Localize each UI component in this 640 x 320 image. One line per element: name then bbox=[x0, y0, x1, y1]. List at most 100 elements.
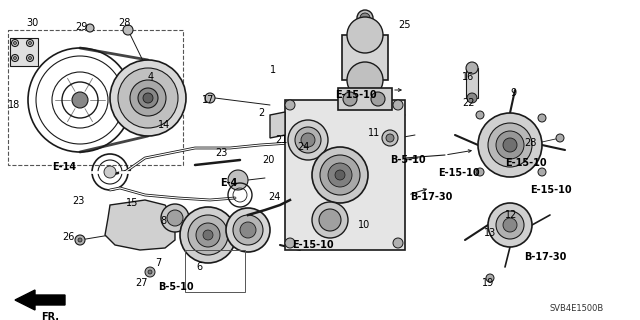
Text: E-15-10: E-15-10 bbox=[335, 90, 376, 100]
Bar bbox=[8, 30, 183, 165]
Circle shape bbox=[29, 57, 31, 60]
Text: 20: 20 bbox=[262, 155, 275, 165]
Circle shape bbox=[360, 13, 370, 23]
Polygon shape bbox=[270, 112, 285, 138]
Bar bbox=[466, 68, 478, 98]
Text: 28: 28 bbox=[118, 18, 131, 28]
Circle shape bbox=[203, 230, 213, 240]
Circle shape bbox=[285, 100, 295, 110]
Circle shape bbox=[393, 100, 403, 110]
Circle shape bbox=[335, 170, 345, 180]
Circle shape bbox=[110, 60, 186, 136]
Circle shape bbox=[328, 163, 352, 187]
Circle shape bbox=[478, 113, 542, 177]
Text: 4: 4 bbox=[148, 72, 154, 82]
Bar bbox=[10, 38, 38, 66]
Text: E-15-10: E-15-10 bbox=[292, 240, 333, 250]
Bar bbox=[338, 88, 392, 110]
Circle shape bbox=[72, 92, 88, 108]
Text: 13: 13 bbox=[484, 228, 496, 238]
Text: 22: 22 bbox=[462, 98, 474, 108]
Circle shape bbox=[148, 270, 152, 274]
Circle shape bbox=[145, 267, 155, 277]
Circle shape bbox=[12, 39, 19, 46]
Circle shape bbox=[196, 223, 220, 247]
Text: 19: 19 bbox=[482, 278, 494, 288]
Text: 11: 11 bbox=[368, 128, 380, 138]
Text: 12: 12 bbox=[505, 210, 517, 220]
Text: 28: 28 bbox=[524, 138, 536, 148]
Text: 6: 6 bbox=[196, 262, 202, 272]
Circle shape bbox=[538, 168, 546, 176]
Circle shape bbox=[104, 166, 116, 178]
Circle shape bbox=[496, 131, 524, 159]
Circle shape bbox=[556, 134, 564, 142]
Circle shape bbox=[312, 202, 348, 238]
Text: 18: 18 bbox=[8, 100, 20, 110]
Polygon shape bbox=[105, 200, 175, 250]
Text: B-5-10: B-5-10 bbox=[390, 155, 426, 165]
Text: 27: 27 bbox=[135, 278, 147, 288]
Circle shape bbox=[386, 134, 394, 142]
Circle shape bbox=[357, 10, 373, 26]
Circle shape bbox=[288, 120, 328, 160]
Circle shape bbox=[312, 147, 368, 203]
Circle shape bbox=[167, 210, 183, 226]
Bar bbox=[342, 35, 388, 80]
Circle shape bbox=[205, 93, 215, 103]
Circle shape bbox=[75, 235, 85, 245]
Circle shape bbox=[538, 114, 546, 122]
Text: 24: 24 bbox=[297, 142, 309, 152]
Circle shape bbox=[301, 133, 315, 147]
Circle shape bbox=[228, 170, 248, 190]
Text: E-15-10: E-15-10 bbox=[438, 168, 479, 178]
Text: 1: 1 bbox=[270, 65, 276, 75]
Text: B-5-10: B-5-10 bbox=[158, 282, 194, 292]
Text: 17: 17 bbox=[202, 95, 214, 105]
Circle shape bbox=[188, 215, 228, 255]
Text: 16: 16 bbox=[462, 72, 474, 82]
Text: 7: 7 bbox=[155, 258, 161, 268]
Circle shape bbox=[29, 42, 31, 44]
Circle shape bbox=[138, 88, 158, 108]
Circle shape bbox=[488, 203, 532, 247]
Circle shape bbox=[180, 207, 236, 263]
Circle shape bbox=[26, 54, 33, 61]
Circle shape bbox=[347, 17, 383, 53]
Text: 25: 25 bbox=[398, 20, 410, 30]
Circle shape bbox=[476, 168, 484, 176]
Text: 10: 10 bbox=[358, 220, 371, 230]
Circle shape bbox=[13, 57, 17, 60]
Circle shape bbox=[233, 215, 263, 245]
Circle shape bbox=[240, 222, 256, 238]
Text: 8: 8 bbox=[160, 216, 166, 226]
Text: B-17-30: B-17-30 bbox=[410, 192, 452, 202]
Circle shape bbox=[143, 93, 153, 103]
Text: 23: 23 bbox=[72, 196, 84, 206]
Bar bbox=[185, 250, 245, 292]
Text: SVB4E1500B: SVB4E1500B bbox=[550, 304, 604, 313]
Circle shape bbox=[86, 24, 94, 32]
Text: 29: 29 bbox=[75, 22, 88, 32]
Circle shape bbox=[320, 155, 360, 195]
Circle shape bbox=[285, 238, 295, 248]
Text: 9: 9 bbox=[510, 88, 516, 98]
Circle shape bbox=[466, 62, 478, 74]
Polygon shape bbox=[15, 290, 65, 310]
Circle shape bbox=[503, 218, 517, 232]
Text: B-17-30: B-17-30 bbox=[524, 252, 566, 262]
Circle shape bbox=[26, 39, 33, 46]
Bar bbox=[285, 100, 405, 250]
Circle shape bbox=[486, 274, 494, 282]
Text: 30: 30 bbox=[26, 18, 38, 28]
Circle shape bbox=[118, 68, 178, 128]
Circle shape bbox=[295, 127, 321, 153]
Text: 14: 14 bbox=[158, 120, 170, 130]
Text: E-15-10: E-15-10 bbox=[505, 158, 547, 168]
Circle shape bbox=[343, 92, 357, 106]
Circle shape bbox=[130, 80, 166, 116]
Text: 15: 15 bbox=[126, 198, 138, 208]
Circle shape bbox=[123, 25, 133, 35]
Text: 26: 26 bbox=[62, 232, 74, 242]
Circle shape bbox=[488, 123, 532, 167]
